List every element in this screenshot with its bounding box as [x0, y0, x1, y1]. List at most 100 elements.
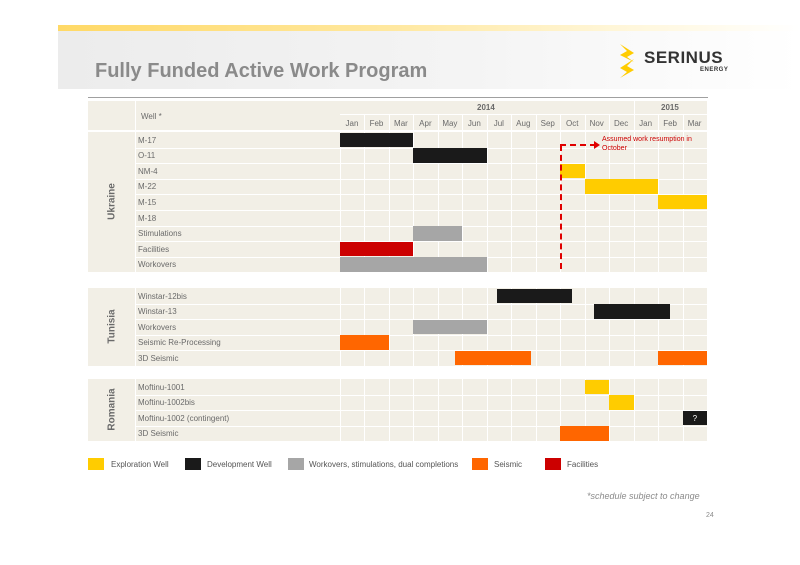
month-gridline — [364, 132, 366, 273]
legend-label-development: Development Well — [207, 460, 272, 469]
row-label: NM-4 — [138, 166, 158, 176]
month-label: Sep — [540, 119, 555, 128]
month-label: May — [442, 119, 458, 128]
month-divider — [584, 115, 586, 130]
month-gridline — [388, 132, 390, 273]
month-label: Jun — [467, 119, 481, 128]
row-label: Winstar-13 — [138, 307, 177, 317]
row-label: M-18 — [138, 213, 157, 223]
month-gridline — [535, 288, 537, 366]
month-gridline — [682, 288, 684, 366]
row-label: Moftinu-1002 (contingent) — [138, 413, 230, 423]
month-label: Feb — [663, 119, 677, 128]
month-divider — [364, 115, 366, 130]
page-number: 24 — [706, 512, 714, 519]
row-divider — [135, 178, 707, 180]
month-label: Jan — [639, 119, 653, 128]
month-gridline — [633, 132, 635, 273]
annotation-text: Assumed work resumption in October — [602, 136, 692, 152]
month-label: Apr — [419, 119, 432, 128]
row-label: Seismic Re-Processing — [138, 338, 221, 348]
row-divider — [135, 210, 707, 211]
legend-label-workover: Workovers, stimulations, dual completion… — [309, 460, 459, 469]
month-divider — [633, 115, 635, 130]
gantt-bar-exploration — [560, 163, 585, 179]
gantt-bar-development — [594, 304, 671, 319]
row-label: Winstar-12bis — [138, 291, 187, 301]
row-label: 3D Seismic — [138, 353, 179, 363]
gantt-bar-development: ? — [682, 410, 708, 426]
month-gridline — [609, 132, 611, 273]
row-divider — [135, 163, 707, 165]
gantt-bar-seismic — [658, 350, 708, 366]
month-divider — [388, 115, 390, 130]
month-gridline — [486, 132, 488, 273]
page-title: Fully Funded Active Work Program — [95, 60, 428, 82]
month-divider — [535, 115, 537, 130]
header-year-divider — [340, 114, 707, 115]
month-label: Oct — [565, 119, 579, 128]
gantt-bar-workover — [340, 257, 487, 272]
month-divider — [462, 115, 464, 130]
legend-label-exploration: Exploration Well — [111, 460, 169, 469]
row-divider — [135, 410, 707, 412]
legend-label-facilities: Facilities — [567, 460, 599, 469]
legend-swatch-seismic — [472, 458, 488, 470]
gantt-bar-seismic — [340, 335, 389, 350]
month-divider — [609, 115, 611, 130]
header-accent-line — [58, 25, 800, 31]
row-label: Moftinu-1002bis — [138, 398, 195, 408]
logo-name: SERINUS — [644, 48, 724, 67]
header-well-divider — [135, 101, 136, 130]
month-label: Nov — [589, 119, 604, 128]
serinus-logo-icon — [620, 44, 634, 78]
country-label-tunisia: Tunisia — [106, 309, 118, 344]
well-column-header: Well * — [141, 112, 162, 121]
annotation-dash-vertical — [560, 145, 562, 269]
header-band — [58, 25, 800, 89]
month-label: Mar — [394, 119, 408, 128]
month-gridline — [584, 288, 586, 366]
gantt-bar-seismic — [455, 350, 531, 366]
row-divider — [135, 303, 707, 305]
gantt-bar-exploration — [584, 379, 610, 395]
label-grid-divider — [340, 132, 341, 273]
gantt-bar-seismic — [560, 426, 610, 441]
month-divider — [658, 115, 660, 130]
month-gridline — [486, 288, 488, 366]
month-gridline — [658, 288, 660, 366]
month-gridline — [511, 288, 513, 366]
month-divider — [682, 115, 684, 130]
gantt-bar-exploration — [609, 395, 634, 410]
legend-swatch-workover — [288, 458, 304, 470]
gantt-bar-exploration — [658, 194, 708, 210]
footnote: *schedule subject to change — [587, 491, 700, 501]
title-divider — [88, 97, 708, 98]
country-divider — [135, 132, 136, 273]
row-label: 3D Seismic — [138, 429, 179, 439]
legend-swatch-development — [185, 458, 201, 470]
gantt-bar-workover — [413, 226, 463, 241]
month-gridline — [364, 288, 366, 366]
gantt-bar-development — [340, 132, 414, 148]
section-background-tunisia — [88, 288, 707, 366]
row-divider — [135, 394, 707, 396]
annotation-arrow-icon — [594, 141, 600, 149]
month-gridline — [609, 288, 611, 366]
gantt-bar-workover — [413, 319, 487, 335]
country-label-romania: Romania — [106, 388, 118, 431]
month-divider — [560, 115, 562, 130]
month-divider — [437, 115, 439, 130]
row-divider — [135, 194, 707, 196]
logo-subtitle: ENERGY — [700, 67, 729, 73]
gantt-bar-exploration — [584, 179, 659, 194]
row-divider — [135, 425, 707, 427]
month-gridline — [437, 132, 439, 273]
row-label: M-22 — [138, 182, 157, 192]
row-label: M-17 — [138, 135, 157, 145]
legend-label-seismic: Seismic — [494, 460, 523, 469]
row-label: Workovers — [138, 260, 177, 270]
legend-swatch-facilities — [545, 458, 561, 470]
month-gridline — [462, 132, 464, 273]
month-label: Aug — [516, 119, 531, 128]
